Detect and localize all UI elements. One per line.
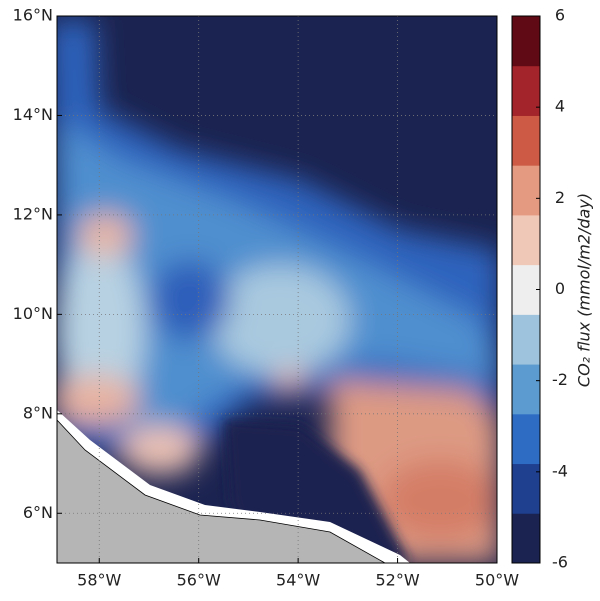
y-tick-label: 6°N (23, 503, 53, 522)
plot-frame (56, 15, 498, 564)
y-tick-label: 10°N (13, 304, 53, 323)
colorbar-label: CO₂ flux (mmol/m2/day) (575, 193, 594, 387)
colorbar-swatch (512, 115, 540, 166)
colorbar-swatch (512, 314, 540, 365)
x-tick-label: 58°W (77, 571, 121, 590)
colorbar-tick-label: 6 (555, 6, 565, 25)
axes: 58°W 56°W 54°W 52°W 50°W 6°N 8°N 10°N 12°N 14°N 16… (13, 6, 520, 590)
colorbar-swatch (512, 413, 540, 465)
y-tick-label: 14°N (13, 105, 53, 124)
colorbar-swatch (512, 463, 540, 514)
colorbar-swatch (512, 165, 540, 216)
colorbar-tick-label: 2 (555, 188, 565, 207)
colorbar-tick-label: 0 (555, 279, 565, 298)
x-tick-label: 56°W (177, 571, 221, 590)
colorbar: -6 -4 -2 0 2 4 6 (511, 6, 568, 572)
colorbar-tick-label: 4 (555, 97, 565, 116)
x-tick-label: 52°W (375, 571, 419, 590)
colorbar-tick-label: -2 (552, 370, 568, 389)
colorbar-tick-label: -6 (552, 553, 568, 572)
colorbar-swatch (512, 214, 540, 266)
colorbar-swatch (512, 364, 540, 415)
colorbar-swatch (512, 513, 540, 564)
colorbar-swatch (512, 65, 540, 116)
y-tick-label: 16°N (13, 6, 53, 25)
y-tick-label: 12°N (13, 204, 53, 223)
flux-field (57, 16, 497, 563)
x-tick-label: 50°W (475, 571, 519, 590)
x-tick-label: 54°W (276, 571, 320, 590)
colorbar-tick-label: -4 (552, 461, 568, 480)
colorbar-swatch (512, 264, 540, 315)
colorbar-swatch (512, 16, 540, 67)
y-tick-label: 8°N (23, 403, 53, 422)
